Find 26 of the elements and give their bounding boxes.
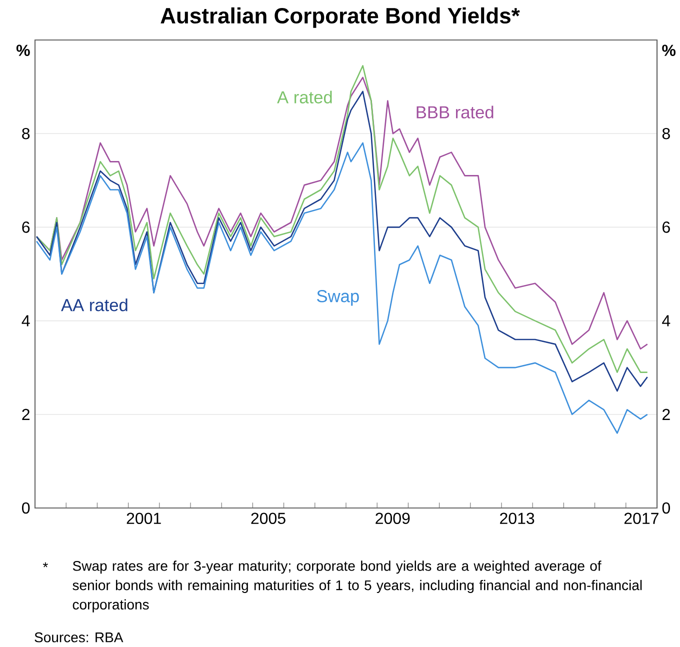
y-tick-label: 2 [22, 408, 30, 420]
series-label: A rated [277, 90, 332, 104]
y-tick-label: 6 [22, 222, 30, 233]
x-tick-label: 2001 [126, 512, 161, 524]
series-label: BBB rated [416, 106, 494, 118]
y-tick-label: 0 [22, 502, 30, 514]
series-label: Swap [317, 290, 359, 306]
x-tick-label: 2017 [624, 512, 658, 524]
y-axis-title: % [16, 44, 30, 56]
y2-tick-label: 4 [662, 315, 670, 326]
y2-tick-label: 0 [662, 502, 670, 514]
text: Swap rates are for 3-year maturity; corporate bond yields are a weighted average of senior bonds with remaining maturities of 1 to 5 years, including financial and non-financial corporations [72, 560, 642, 612]
series-label: AA rated [61, 298, 128, 312]
y2-axis-title: % [662, 44, 676, 56]
line-series [36, 142, 648, 434]
y2-tick-label: 2 [662, 408, 670, 420]
y-tick-label: 8 [22, 128, 30, 140]
text: * [42, 562, 48, 568]
chart-title: Australian Corporate Bond Yields* [160, 7, 520, 28]
y2-tick-label: 6 [662, 222, 670, 233]
x-tick-label: 2013 [500, 512, 534, 524]
y-tick-label: 4 [22, 315, 30, 326]
x-tick-label: 2005 [251, 512, 286, 524]
x-tick-label: 2009 [376, 512, 410, 524]
y2-tick-label: 8 [662, 128, 670, 140]
source-note: Sources: RBA [34, 632, 124, 642]
